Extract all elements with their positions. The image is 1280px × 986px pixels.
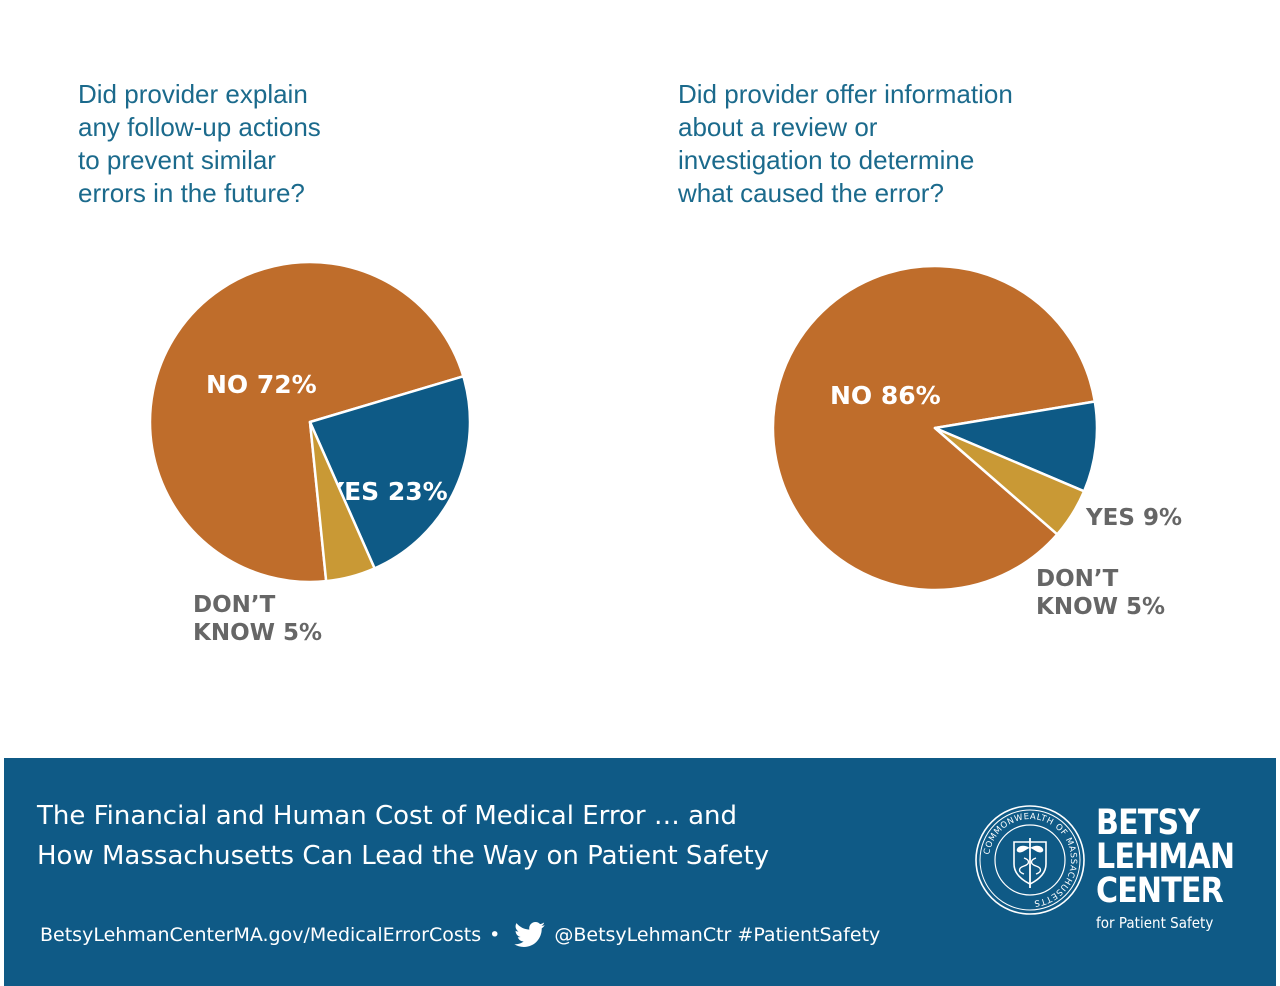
pie-slice-don-t-know	[308, 420, 376, 583]
social-handle-link[interactable]: @BetsyLehmanCtr #PatientSafety	[554, 924, 881, 946]
slice-label: NO 86%	[830, 381, 941, 410]
separator-bullet: •	[489, 924, 501, 946]
slice-label: DON’T KNOW 5%	[193, 592, 322, 646]
pie-chart-investigation: NO 86% YES 9% DON’T KNOW 5%	[771, 264, 1182, 620]
massachusetts-seal-icon: COMMONWEALTH OF MASSACHUSETTS	[975, 805, 1085, 915]
pie-slice-yes	[933, 400, 1099, 493]
slice-label-line: DON’T	[1036, 566, 1119, 592]
slice-label: YES 9%	[1085, 505, 1182, 531]
brand-subtitle: for Patient Safety	[1096, 914, 1214, 932]
pie-charts: NO 72%YES 23%DON’T KNOW 5% NO 86% YES 9% DO…	[148, 260, 1182, 646]
footer-banner: The Financial and Human Cost of Medical …	[4, 758, 1276, 986]
brand-line-1: BETSY	[1096, 803, 1200, 843]
brand-line-2: LEHMAN	[1096, 837, 1235, 877]
brand-line-3: CENTER	[1096, 871, 1224, 911]
slice-label-line: KNOW 5%	[1036, 594, 1165, 620]
website-link[interactable]: BetsyLehmanCenterMA.gov/MedicalErrorCost…	[40, 924, 482, 946]
pie-slice-no	[148, 260, 465, 584]
slice-label-line: KNOW 5%	[193, 620, 322, 646]
footer-title: The Financial and Human Cost of Medical …	[37, 801, 770, 871]
slice-label: NO 72%	[206, 370, 317, 399]
pie-slice-yes	[308, 375, 472, 570]
twitter-bird-icon[interactable]	[514, 922, 546, 948]
betsy-lehman-logo: BETSY LEHMAN CENTER for Patient Safety	[1096, 803, 1257, 933]
chart-2-question: Did provider offer information about a r…	[678, 79, 1013, 208]
pie-chart-follow-up: NO 72%YES 23%DON’T KNOW 5%	[148, 260, 472, 646]
footer-links: BetsyLehmanCenterMA.gov/MedicalErrorCost…	[40, 922, 880, 948]
chart-1-question: Did provider explain any follow-up actio…	[78, 79, 321, 208]
slice-label: DON’T KNOW 5%	[1036, 566, 1165, 620]
slice-label-line: DON’T	[193, 592, 276, 618]
pie-slice-don-t-know	[933, 426, 1086, 536]
